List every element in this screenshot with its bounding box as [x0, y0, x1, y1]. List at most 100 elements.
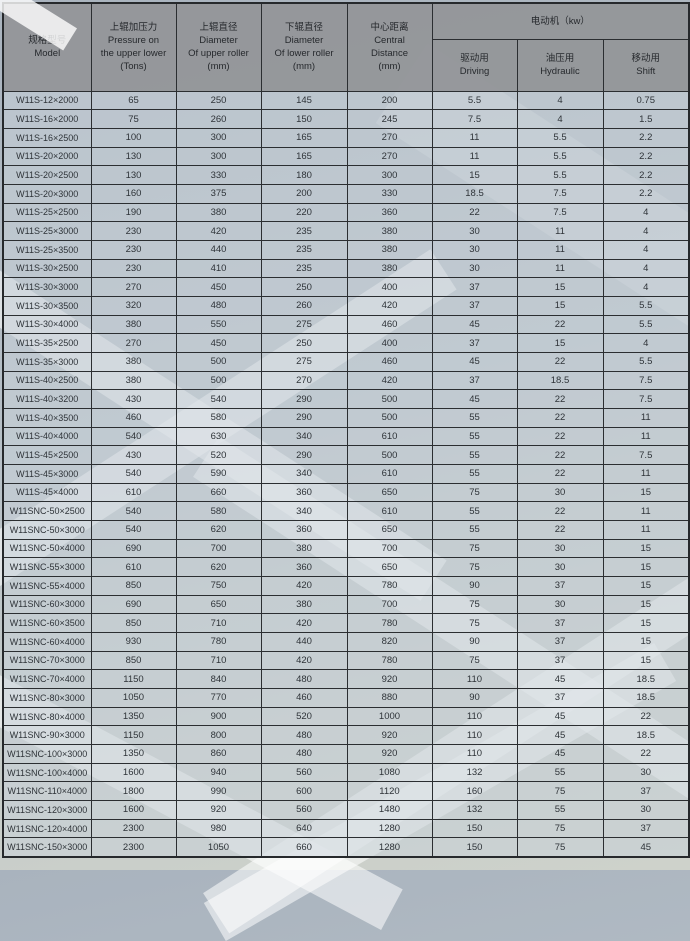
central-distance-cell: 1280 [346, 818, 433, 839]
header-upper-diameter: 上辊直径 Diameter Of upper roller (mm) [175, 2, 262, 92]
driving-power-cell: 37 [431, 370, 518, 391]
lower-diameter-cell: 460 [260, 688, 348, 708]
pressure-cell: 320 [90, 295, 177, 316]
pressure-cell: 430 [90, 445, 177, 465]
hydraulic-power-cell: 11 [516, 258, 604, 279]
shift-power-cell: 4 [602, 277, 690, 297]
model-cell: W11SNC-50×3000 [2, 519, 92, 540]
table-row: W11SNC-120×3000 1600 920 560 1480 132 55… [2, 800, 690, 820]
table-row: W11S-45×2500 430 520 290 500 55 22 7.5 [2, 445, 690, 465]
table-row: W11S-40×4000 540 630 340 610 55 22 11 [2, 426, 690, 447]
lower-diameter-cell: 420 [260, 575, 348, 596]
shift-power-cell: 2.2 [602, 146, 690, 167]
driving-power-cell: 55 [431, 426, 518, 447]
driving-power-cell: 30 [431, 258, 518, 279]
shift-power-cell: 18.5 [602, 688, 690, 708]
table-row: W11SNC-80×4000 1350 900 520 1000 110 45 … [2, 706, 690, 727]
table-row: W11S-30×2500 230 410 235 380 30 11 4 [2, 258, 690, 279]
shift-power-cell: 7.5 [602, 370, 690, 391]
driving-power-cell: 90 [431, 631, 518, 652]
upper-diameter-cell: 800 [175, 725, 262, 746]
table-row: W11SNC-55×4000 850 750 420 780 90 37 15 [2, 575, 690, 596]
upper-diameter-cell: 620 [175, 519, 262, 540]
driving-power-cell: 11 [431, 146, 518, 167]
upper-diameter-cell: 250 [175, 90, 262, 111]
hydraulic-power-cell: 37 [516, 631, 604, 652]
pressure-cell: 850 [90, 613, 177, 633]
lower-diameter-cell: 145 [260, 90, 348, 111]
central-distance-cell: 1000 [346, 706, 433, 727]
table-row: W11S-25×2500 190 380 220 360 22 7.5 4 [2, 202, 690, 223]
upper-diameter-cell: 450 [175, 277, 262, 297]
shift-power-cell: 37 [602, 818, 690, 839]
pressure-cell: 270 [90, 277, 177, 297]
central-distance-cell: 820 [346, 631, 433, 652]
central-distance-cell: 420 [346, 370, 433, 391]
shift-power-cell: 15 [602, 650, 690, 671]
driving-power-cell: 75 [431, 538, 518, 559]
driving-power-cell: 7.5 [431, 109, 518, 129]
driving-power-cell: 55 [431, 501, 518, 521]
upper-diameter-cell: 440 [175, 239, 262, 260]
driving-power-cell: 37 [431, 333, 518, 353]
central-distance-cell: 1080 [346, 762, 433, 783]
table-row: W11SNC-90×3000 1150 800 480 920 110 45 1… [2, 725, 690, 746]
lower-diameter-cell: 360 [260, 519, 348, 540]
hydraulic-power-cell: 22 [516, 501, 604, 521]
shift-power-cell: 30 [602, 800, 690, 820]
hydraulic-power-cell: 22 [516, 519, 604, 540]
header-driving: 驱动用 Driving [431, 38, 518, 92]
model-cell: W11S-20×3000 [2, 183, 92, 204]
pressure-cell: 690 [90, 538, 177, 559]
pressure-cell: 610 [90, 557, 177, 577]
shift-power-cell: 37 [602, 781, 690, 802]
hydraulic-power-cell: 45 [516, 669, 604, 689]
driving-power-cell: 90 [431, 688, 518, 708]
driving-power-cell: 18.5 [431, 183, 518, 204]
header-hydraulic: 油压用 Hydraulic [516, 38, 604, 92]
central-distance-cell: 780 [346, 613, 433, 633]
central-distance-cell: 1280 [346, 837, 433, 858]
table-row: W11S-30×4000 380 550 275 460 45 22 5.5 [2, 314, 690, 335]
central-distance-cell: 780 [346, 575, 433, 596]
pressure-cell: 1800 [90, 781, 177, 802]
driving-power-cell: 55 [431, 519, 518, 540]
table-row: W11S-30×3000 270 450 250 400 37 15 4 [2, 277, 690, 297]
upper-diameter-cell: 770 [175, 688, 262, 708]
central-distance-cell: 920 [346, 669, 433, 689]
pressure-cell: 270 [90, 333, 177, 353]
upper-diameter-cell: 620 [175, 557, 262, 577]
table-row: W11S-40×2500 380 500 270 420 37 18.5 7.5 [2, 370, 690, 391]
hydraulic-power-cell: 30 [516, 594, 604, 615]
shift-power-cell: 11 [602, 463, 690, 484]
upper-diameter-cell: 520 [175, 445, 262, 465]
shift-power-cell: 11 [602, 501, 690, 521]
upper-diameter-cell: 990 [175, 781, 262, 802]
shift-power-cell: 7.5 [602, 445, 690, 465]
upper-diameter-cell: 300 [175, 127, 262, 148]
table-row: W11SNC-150×3000 2300 1050 660 1280 150 7… [2, 837, 690, 858]
central-distance-cell: 650 [346, 519, 433, 540]
lower-diameter-cell: 165 [260, 146, 348, 167]
table-row: W11S-35×2500 270 450 250 400 37 15 4 [2, 333, 690, 353]
table-row: W11S-16×2000 75 260 150 245 7.5 4 1.5 [2, 109, 690, 129]
hydraulic-power-cell: 22 [516, 389, 604, 409]
central-distance-cell: 1480 [346, 800, 433, 820]
central-distance-cell: 270 [346, 127, 433, 148]
hydraulic-power-cell: 55 [516, 762, 604, 783]
pressure-cell: 930 [90, 631, 177, 652]
lower-diameter-cell: 290 [260, 389, 348, 409]
central-distance-cell: 610 [346, 426, 433, 447]
driving-power-cell: 160 [431, 781, 518, 802]
hydraulic-power-cell: 45 [516, 725, 604, 746]
hydraulic-power-cell: 75 [516, 781, 604, 802]
upper-diameter-cell: 450 [175, 333, 262, 353]
table-row: W11SNC-70×4000 1150 840 480 920 110 45 1… [2, 669, 690, 689]
model-cell: W11SNC-100×3000 [2, 744, 92, 764]
pressure-cell: 100 [90, 127, 177, 148]
driving-power-cell: 30 [431, 239, 518, 260]
model-cell: W11SNC-150×3000 [2, 837, 92, 858]
pressure-cell: 1150 [90, 669, 177, 689]
table-row: W11SNC-60×3500 850 710 420 780 75 37 15 [2, 613, 690, 633]
pressure-cell: 130 [90, 146, 177, 167]
